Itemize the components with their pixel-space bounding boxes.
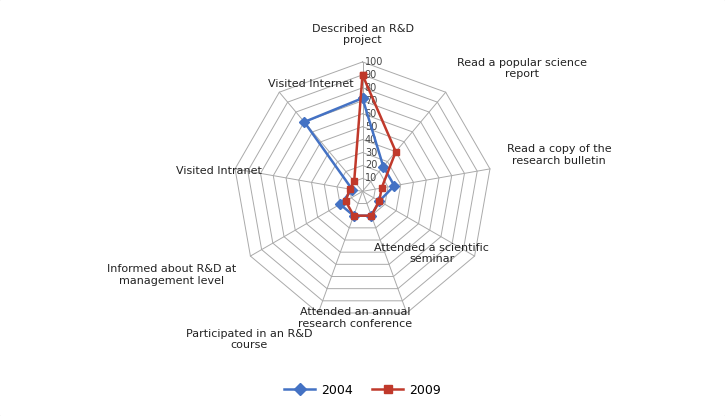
Text: 10: 10 <box>365 173 377 183</box>
Text: Attended an annual
research conference: Attended an annual research conference <box>299 307 413 329</box>
Text: 100: 100 <box>365 57 384 67</box>
Text: 20: 20 <box>365 161 377 171</box>
Text: 90: 90 <box>365 70 377 80</box>
Legend: 2004, 2009: 2004, 2009 <box>279 379 446 402</box>
Text: Read a popular science
report: Read a popular science report <box>457 58 587 79</box>
Text: 40: 40 <box>365 135 377 145</box>
Text: Visited Internet: Visited Internet <box>268 79 354 89</box>
Text: 50: 50 <box>365 121 377 131</box>
Text: 70: 70 <box>365 96 377 106</box>
Text: 80: 80 <box>365 83 377 93</box>
Text: Informed about R&D at
management level: Informed about R&D at management level <box>107 265 236 286</box>
Text: Read a copy of the
research bulletin: Read a copy of the research bulletin <box>507 144 611 166</box>
Text: Described an R&D
project: Described an R&D project <box>312 24 413 45</box>
Text: Participated in an R&D
course: Participated in an R&D course <box>186 329 312 350</box>
Text: 60: 60 <box>365 109 377 119</box>
Text: 30: 30 <box>365 148 377 158</box>
Text: Attended a scientific
seminar: Attended a scientific seminar <box>374 243 489 265</box>
Text: Visited Intranet: Visited Intranet <box>175 166 262 176</box>
